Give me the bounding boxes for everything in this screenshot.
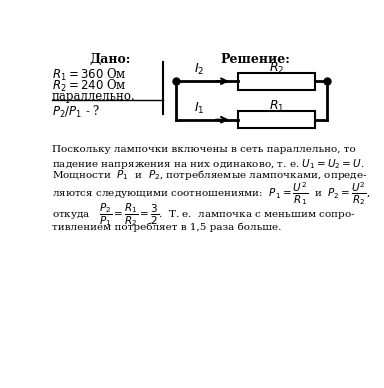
- Text: Решение:: Решение:: [221, 53, 291, 66]
- Text: Мощности  $P_1$  и  $P_2$, потребляемые лампочками, опреде-: Мощности $P_1$ и $P_2$, потребляемые лам…: [52, 168, 367, 182]
- Text: $\mathit{I}_2$: $\mathit{I}_2$: [194, 62, 204, 77]
- Text: $\mathbf{\it{R}}_1$: $\mathbf{\it{R}}_1$: [269, 99, 285, 114]
- Text: $\mathbf{\it{R}}_2$: $\mathbf{\it{R}}_2$: [269, 61, 284, 76]
- Text: $R_1 = 360$ Ом: $R_1 = 360$ Ом: [52, 67, 127, 83]
- Text: Дано:: Дано:: [89, 53, 131, 66]
- Text: $P_2/P_1$ - ?: $P_2/P_1$ - ?: [52, 104, 100, 120]
- Text: Поскольку лампочки включены в сеть параллельно, то: Поскольку лампочки включены в сеть парал…: [52, 145, 356, 154]
- Bar: [238, 73, 315, 90]
- Text: падение напряжения на них одинаково, т. е. $U_1=U_2=U$.: падение напряжения на них одинаково, т. …: [52, 157, 364, 171]
- Bar: [238, 111, 315, 128]
- Text: параллельно.: параллельно.: [52, 90, 136, 104]
- Text: $R_2 = 240$ Ом: $R_2 = 240$ Ом: [52, 78, 127, 94]
- Text: $\mathit{I}_1$: $\mathit{I}_1$: [194, 101, 204, 116]
- Text: откуда   $\dfrac{P_2}{P_1}=\dfrac{R_1}{R_2}=\dfrac{3}{2}$.  Т. е.  лампочка с ме: откуда $\dfrac{P_2}{P_1}=\dfrac{R_1}{R_2…: [52, 201, 355, 228]
- Text: ляются следующими соотношениями:  $P_1=\dfrac{U^2}{R_1}$  и  $P_2=\dfrac{U^2}{R_: ляются следующими соотношениями: $P_1=\d…: [52, 180, 370, 207]
- Text: тивлением потребляет в 1,5 раза больше.: тивлением потребляет в 1,5 раза больше.: [52, 223, 281, 232]
